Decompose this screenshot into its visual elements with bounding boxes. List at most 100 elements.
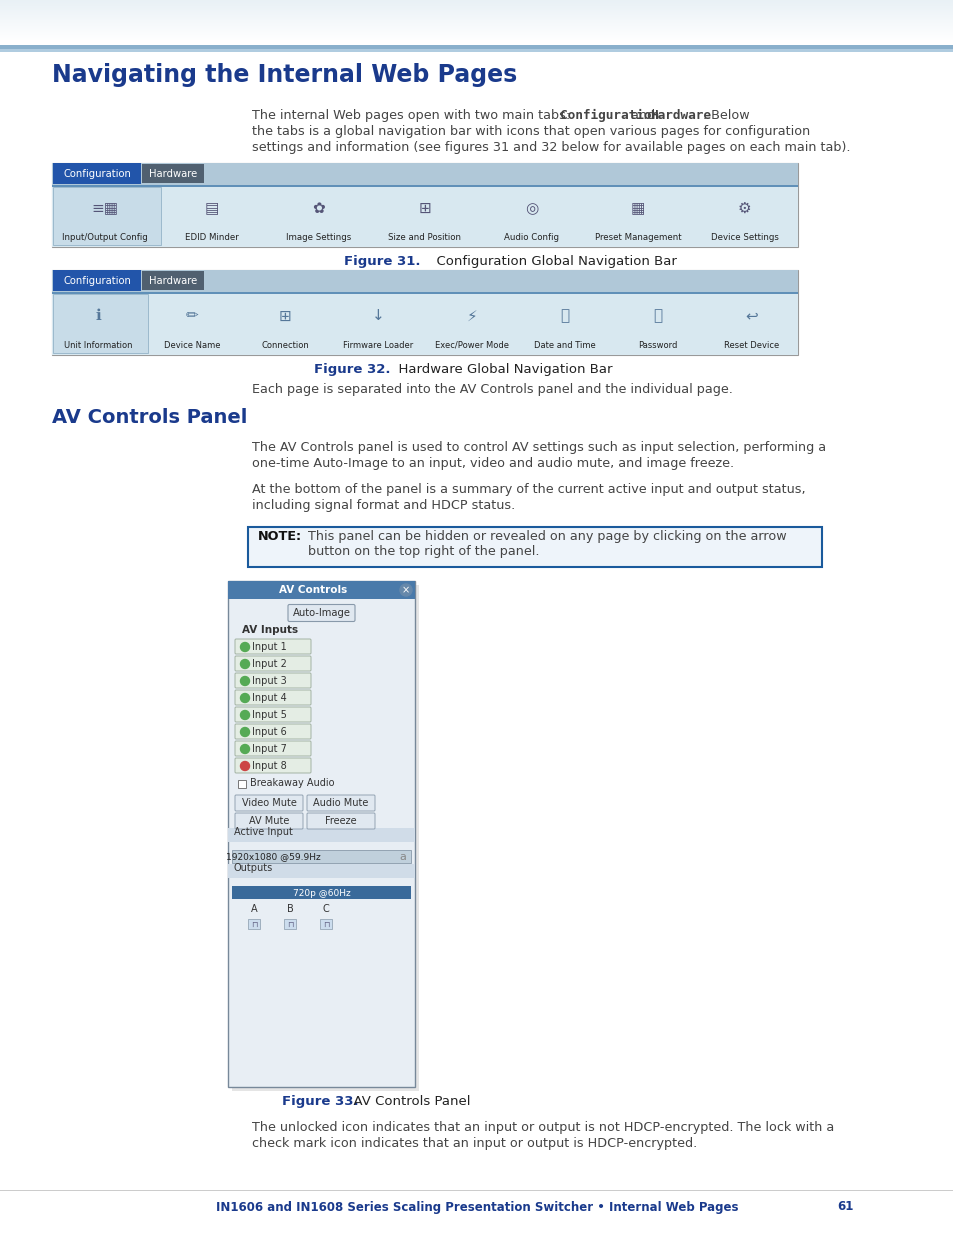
Text: Figure 31.: Figure 31. bbox=[343, 254, 420, 268]
Text: 61: 61 bbox=[836, 1200, 852, 1214]
Text: The AV Controls panel is used to control AV settings such as input selection, pe: The AV Controls panel is used to control… bbox=[252, 441, 825, 454]
Text: including signal format and HDCP status.: including signal format and HDCP status. bbox=[252, 499, 515, 513]
Bar bbox=[52, 270, 797, 354]
Text: C: C bbox=[322, 904, 329, 914]
Text: Input/Output Config: Input/Output Config bbox=[62, 232, 148, 242]
Text: Navigating the Internal Web Pages: Navigating the Internal Web Pages bbox=[52, 63, 517, 86]
Text: ▤: ▤ bbox=[205, 201, 219, 216]
Text: The internal Web pages open with two main tabs:: The internal Web pages open with two mai… bbox=[252, 109, 574, 122]
Bar bbox=[53, 163, 141, 184]
Text: Figure 33.: Figure 33. bbox=[281, 1095, 358, 1108]
Circle shape bbox=[240, 762, 250, 771]
FancyBboxPatch shape bbox=[234, 758, 311, 773]
Text: and: and bbox=[626, 109, 659, 122]
FancyBboxPatch shape bbox=[234, 706, 311, 722]
Text: Preset Management: Preset Management bbox=[595, 232, 680, 242]
Circle shape bbox=[240, 710, 250, 720]
Bar bbox=[228, 827, 415, 842]
Text: Figure 32.: Figure 32. bbox=[314, 363, 390, 375]
Text: Input 6: Input 6 bbox=[252, 727, 287, 737]
Text: Input 8: Input 8 bbox=[252, 761, 287, 771]
Text: Video Mute: Video Mute bbox=[241, 798, 296, 808]
FancyBboxPatch shape bbox=[234, 813, 303, 829]
Circle shape bbox=[240, 677, 250, 685]
FancyBboxPatch shape bbox=[234, 690, 311, 705]
Text: 720p @60Hz: 720p @60Hz bbox=[293, 888, 350, 898]
Text: a: a bbox=[399, 852, 406, 862]
Bar bbox=[232, 885, 411, 899]
Text: ⊓: ⊓ bbox=[322, 920, 329, 929]
Text: ↓: ↓ bbox=[372, 309, 384, 324]
Text: AV Controls: AV Controls bbox=[279, 585, 347, 595]
Text: ⊞: ⊞ bbox=[418, 201, 431, 216]
Text: ⊓: ⊓ bbox=[287, 920, 293, 929]
Text: button on the top right of the panel.: button on the top right of the panel. bbox=[308, 545, 539, 558]
Text: Freeze: Freeze bbox=[325, 816, 356, 826]
FancyBboxPatch shape bbox=[234, 638, 311, 655]
Text: Input 1: Input 1 bbox=[252, 642, 287, 652]
Bar bbox=[284, 919, 295, 929]
Bar bbox=[52, 163, 797, 247]
Circle shape bbox=[240, 659, 250, 668]
Text: Outputs: Outputs bbox=[233, 863, 273, 873]
Text: At the bottom of the panel is a summary of the current active input and output s: At the bottom of the panel is a summary … bbox=[252, 483, 804, 496]
Bar bbox=[52, 163, 797, 185]
Text: ⚡: ⚡ bbox=[466, 309, 476, 324]
Bar bbox=[232, 585, 418, 1091]
Bar bbox=[0, 44, 953, 49]
Bar bbox=[52, 185, 797, 247]
FancyBboxPatch shape bbox=[234, 741, 311, 756]
Text: ⊓: ⊓ bbox=[251, 920, 257, 929]
Text: Hardware: Hardware bbox=[649, 109, 710, 122]
Text: Hardware: Hardware bbox=[149, 169, 197, 179]
Text: 🔒: 🔒 bbox=[653, 309, 662, 324]
Text: ×: × bbox=[401, 585, 410, 595]
Text: Hardware: Hardware bbox=[149, 275, 197, 287]
Text: Input 3: Input 3 bbox=[252, 676, 287, 685]
Text: Input 7: Input 7 bbox=[252, 743, 287, 755]
Circle shape bbox=[399, 584, 412, 597]
Text: Firmware Loader: Firmware Loader bbox=[343, 341, 413, 350]
Text: Input 5: Input 5 bbox=[252, 710, 287, 720]
Bar bbox=[248, 527, 821, 567]
Text: ✿: ✿ bbox=[312, 201, 324, 216]
Text: ◎: ◎ bbox=[524, 201, 537, 216]
Text: Date and Time: Date and Time bbox=[534, 341, 595, 350]
Text: Password: Password bbox=[638, 341, 677, 350]
Text: check mark icon indicates that an input or output is HDCP-encrypted.: check mark icon indicates that an input … bbox=[252, 1137, 697, 1150]
Text: ≡▦: ≡▦ bbox=[91, 201, 119, 216]
Text: ⚙: ⚙ bbox=[737, 201, 751, 216]
Circle shape bbox=[240, 727, 250, 736]
Text: Configuration: Configuration bbox=[63, 275, 131, 287]
Text: Connection: Connection bbox=[261, 341, 309, 350]
Bar bbox=[52, 270, 797, 291]
Bar bbox=[52, 185, 797, 186]
Bar bbox=[53, 186, 161, 245]
Text: settings and information (see figures 31 and 32 below for available pages on eac: settings and information (see figures 31… bbox=[252, 141, 850, 154]
Text: Exec/Power Mode: Exec/Power Mode bbox=[435, 341, 508, 350]
FancyBboxPatch shape bbox=[234, 724, 311, 739]
Bar bbox=[319, 919, 332, 929]
Text: Auto-Image: Auto-Image bbox=[293, 608, 350, 618]
Text: AV Controls Panel: AV Controls Panel bbox=[345, 1095, 470, 1108]
Bar bbox=[228, 864, 415, 878]
Circle shape bbox=[240, 745, 250, 753]
Text: Audio Config: Audio Config bbox=[503, 232, 558, 242]
Bar bbox=[248, 919, 260, 929]
Circle shape bbox=[240, 642, 250, 652]
FancyBboxPatch shape bbox=[307, 795, 375, 811]
Text: ✏: ✏ bbox=[185, 309, 198, 324]
Text: Active Input: Active Input bbox=[233, 827, 293, 837]
Text: Input 4: Input 4 bbox=[252, 693, 287, 703]
Text: one-time Auto-Image to an input, video and audio mute, and image freeze.: one-time Auto-Image to an input, video a… bbox=[252, 457, 734, 471]
Text: Image Settings: Image Settings bbox=[286, 232, 351, 242]
Text: The unlocked icon indicates that an input or output is not HDCP-encrypted. The l: The unlocked icon indicates that an inpu… bbox=[252, 1121, 833, 1134]
Text: Unit Information: Unit Information bbox=[64, 341, 132, 350]
Text: the tabs is a global navigation bar with icons that open various pages for confi: the tabs is a global navigation bar with… bbox=[252, 125, 809, 138]
Text: . Below: . Below bbox=[702, 109, 749, 122]
Text: 1920x1080 @59.9Hz: 1920x1080 @59.9Hz bbox=[226, 852, 320, 862]
Text: ▦: ▦ bbox=[630, 201, 644, 216]
Bar bbox=[228, 580, 415, 599]
Text: Device Name: Device Name bbox=[164, 341, 220, 350]
Text: Input 2: Input 2 bbox=[252, 659, 287, 669]
